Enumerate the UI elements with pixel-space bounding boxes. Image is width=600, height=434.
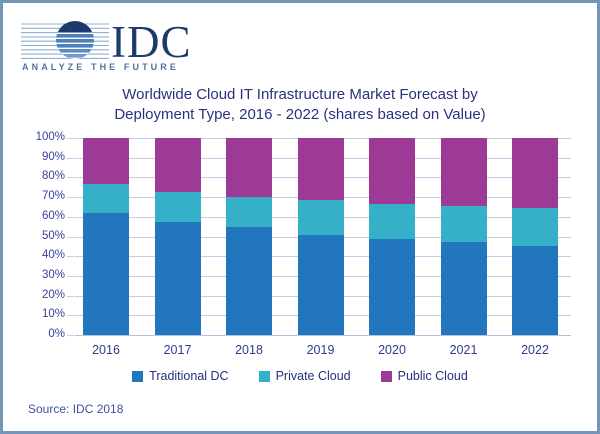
bar-segment-public-cloud (154, 138, 201, 193)
bar-segment-private-cloud (297, 200, 344, 235)
y-axis-label: 10% (41, 308, 65, 321)
bar-segment-private-cloud (83, 184, 129, 213)
y-axis-tick (67, 335, 74, 336)
y-axis-label: 0% (48, 328, 65, 340)
y-axis-tick (67, 177, 74, 179)
globe-sphere-icon (56, 21, 94, 59)
y-axis-label: 90% (41, 150, 65, 163)
plot-area: 0% 10% 20% 30% 40% 50% 60% 70% 80% 90% 100% 2016 201… (36, 131, 571, 357)
bar-segment-public-cloud (297, 138, 344, 201)
gridline (75, 335, 571, 336)
bar-segment-public-cloud (226, 138, 272, 198)
x-axis-label: 2018 (235, 343, 263, 357)
bar-segment-private-cloud (369, 204, 415, 240)
y-axis-label: 20% (41, 288, 65, 301)
bar-segment-traditional-dc (154, 221, 201, 335)
chart-title: Worldwide Cloud IT Infrastructure Market… (3, 85, 597, 125)
x-axis-label: 2020 (378, 343, 406, 357)
bar-segment-public-cloud (369, 138, 415, 204)
chart-title-line1: Worldwide Cloud IT Infrastructure Market… (122, 86, 478, 103)
idc-brand-text: IDC (111, 17, 192, 67)
y-axis-tick (67, 315, 74, 317)
bar-segment-private-cloud (512, 207, 558, 247)
bar-segment-private-cloud (154, 192, 201, 222)
bar-segment-traditional-dc (297, 234, 344, 335)
bar-segment-private-cloud (226, 197, 272, 227)
y-axis-tick (67, 236, 74, 238)
idc-tagline-text: ANALYZE THE FUTURE (22, 62, 179, 72)
legend-label: Public Cloud (397, 369, 468, 383)
bar-segment-traditional-dc (369, 239, 415, 335)
bar-segment-traditional-dc (440, 242, 487, 335)
y-axis-tick (67, 256, 74, 258)
legend-label: Traditional DC (149, 369, 229, 383)
x-axis-label: 2019 (306, 343, 335, 357)
y-axis-label: 100% (35, 131, 65, 143)
bar-segment-public-cloud (440, 138, 487, 206)
legend-item-private-cloud: Private Cloud (258, 369, 351, 383)
x-axis-label: 2017 (163, 343, 192, 357)
x-axis-label: 2016 (92, 343, 120, 357)
legend-swatch-icon (132, 370, 144, 382)
bar-segment-traditional-dc (226, 226, 272, 335)
bar-segment-private-cloud (440, 205, 487, 243)
source-note: Source: IDC 2018 (28, 402, 124, 416)
x-axis-label: 2021 (449, 343, 478, 357)
chart-legend: Traditional DC Private Cloud Public Cloud (3, 369, 597, 383)
idc-logo: IDC ANALYZE THE FUTURE (21, 17, 192, 72)
bar-segment-public-cloud (83, 138, 129, 185)
y-axis-label: 60% (41, 209, 65, 222)
y-axis-label: 70% (41, 190, 65, 203)
globe-lines-icon (21, 21, 109, 59)
x-axis-label: 2022 (521, 343, 549, 357)
legend-item-traditional-dc: Traditional DC (132, 369, 229, 383)
y-axis-tick (67, 295, 74, 297)
bar-segment-traditional-dc (512, 246, 558, 335)
y-axis-label: 80% (41, 170, 65, 183)
y-axis-tick (67, 197, 74, 199)
y-axis-label: 50% (41, 229, 65, 242)
legend-label: Private Cloud (275, 369, 351, 383)
legend-item-public-cloud: Public Cloud (380, 369, 468, 383)
y-axis-tick (67, 216, 74, 218)
legend-swatch-icon (380, 370, 392, 382)
y-axis-label: 30% (41, 268, 65, 281)
legend-swatch-icon (258, 370, 270, 382)
y-axis-label: 40% (41, 249, 65, 262)
y-axis-tick (67, 275, 74, 277)
y-axis-tick (67, 138, 74, 139)
bar-segment-public-cloud (512, 138, 558, 208)
y-axis-tick (67, 157, 74, 159)
bar-segment-traditional-dc (83, 212, 129, 335)
chart-title-line2: Deployment Type, 2016 - 2022 (shares bas… (114, 106, 486, 123)
